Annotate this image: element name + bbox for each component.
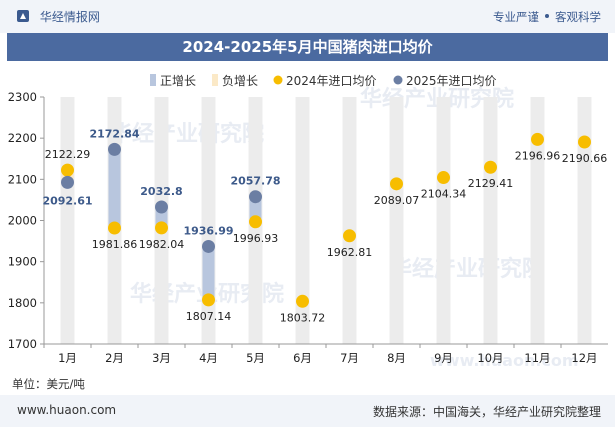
y-tick-label: 1800 — [8, 296, 37, 310]
point-2024 — [202, 293, 215, 307]
tagline-right: 客观科学 — [555, 10, 601, 24]
point-2024 — [578, 135, 591, 149]
x-tick-label: 4月 — [199, 351, 218, 365]
x-tick-label: 11月 — [524, 351, 550, 365]
x-tick-label: 12月 — [571, 351, 597, 365]
column-background — [342, 97, 357, 344]
data-label-2024: 2089.07 — [374, 194, 420, 207]
column-background — [60, 97, 75, 344]
point-2024 — [531, 132, 544, 146]
y-tick-label: 2300 — [8, 90, 37, 104]
watermark-url: www.huaon.com — [430, 351, 579, 370]
data-label-2024: 1803.72 — [280, 311, 326, 324]
point-2024 — [61, 163, 74, 177]
legend-label-positive: 正增长 — [160, 74, 196, 88]
point-2024 — [296, 294, 309, 308]
legend-swatch-negative — [212, 74, 218, 86]
point-2024 — [437, 171, 450, 185]
point-2024 — [249, 215, 262, 229]
chart: 华经产业研究院华经产业研究院华经产业研究院华经产业研究院www.huaon.co… — [8, 74, 608, 370]
data-label-2024: 2196.96 — [515, 149, 561, 162]
x-tick-label: 7月 — [340, 351, 359, 365]
point-2025 — [61, 175, 74, 189]
point-2024 — [390, 177, 403, 191]
point-2025 — [249, 190, 262, 204]
column-background — [483, 97, 498, 344]
data-label-2025: 2057.78 — [230, 175, 280, 188]
data-label-2024: 2122.29 — [45, 148, 91, 161]
data-label-2024: 2129.41 — [468, 177, 514, 190]
data-label-2024: 2104.34 — [421, 188, 467, 201]
data-label-2025: 1936.99 — [183, 224, 233, 237]
point-2025 — [202, 239, 215, 253]
x-tick-label: 9月 — [434, 351, 453, 365]
x-tick-label: 6月 — [293, 351, 312, 365]
y-tick-label: 2200 — [8, 131, 37, 145]
watermark: 华经产业研究院 — [110, 121, 264, 147]
data-label-2024: 1807.14 — [186, 310, 232, 323]
column-background — [389, 97, 404, 344]
data-label-2024: 1962.81 — [327, 246, 373, 259]
data-label-2024: 2190.66 — [562, 152, 608, 165]
data-label-2025: 2092.61 — [42, 194, 92, 207]
point-2024 — [155, 221, 168, 235]
positive-growth-bar — [108, 149, 121, 228]
data-label-2025: 2172.84 — [89, 127, 139, 140]
x-tick-label: 8月 — [387, 351, 406, 365]
tagline: 专业严谨 客观科学 — [493, 9, 601, 25]
brand-name: 华经情报网 — [39, 10, 100, 24]
legend-label-2025: 2025年进口均价 — [406, 74, 497, 88]
point-2025 — [155, 200, 168, 214]
brand-logo-icon — [17, 10, 29, 22]
chart-title: 2024-2025年5月中国猪肉进口均价 — [7, 33, 608, 61]
unit-label: 单位：美元/吨 — [12, 377, 85, 391]
x-tick-label: 1月 — [58, 351, 77, 365]
y-tick-label: 2100 — [8, 172, 37, 186]
positive-growth-bar — [249, 196, 262, 222]
tagline-left: 专业严谨 — [493, 10, 539, 24]
column-background — [295, 97, 310, 344]
brand[interactable]: 华经情报网 — [16, 8, 100, 25]
point-2024 — [484, 160, 497, 174]
column-background — [530, 97, 545, 344]
footer-url[interactable]: www.huaon.com — [17, 403, 117, 417]
x-tick-label: 10月 — [477, 351, 503, 365]
x-tick-label: 2月 — [105, 351, 124, 365]
legend-swatch-positive — [150, 74, 156, 86]
footer-source: 数据来源：中国海关，华经产业研究院整理 — [372, 405, 601, 419]
column-background — [577, 97, 592, 344]
positive-growth-bar — [202, 246, 215, 300]
footer: www.huaon.com 数据来源：中国海关，华经产业研究院整理 — [0, 395, 615, 427]
point-2025 — [108, 142, 121, 156]
y-tick-label: 1900 — [8, 255, 37, 269]
data-label-2024: 1981.86 — [92, 238, 138, 251]
data-label-2024: 1996.93 — [233, 232, 279, 245]
y-tick-label: 2000 — [8, 214, 37, 228]
point-2024 — [343, 229, 356, 243]
point-2024 — [108, 221, 121, 235]
column-background — [436, 97, 451, 344]
legend-label-negative: 负增长 — [222, 74, 258, 88]
x-tick-label: 5月 — [246, 351, 265, 365]
legend-label-2024: 2024年进口均价 — [286, 74, 377, 88]
watermark: 华经产业研究院 — [390, 256, 544, 282]
legend-marker-2025 — [393, 75, 403, 85]
legend-marker-2024 — [273, 75, 283, 85]
x-tick-label: 3月 — [152, 351, 171, 365]
data-label-2024: 1982.04 — [139, 238, 185, 251]
y-tick-label: 1700 — [8, 337, 37, 351]
tagline-dot-icon — [545, 14, 549, 18]
data-label-2025: 2032.8 — [140, 185, 182, 198]
top-bar: 华经情报网 专业严谨 客观科学 — [0, 0, 615, 33]
column-background — [201, 97, 216, 344]
